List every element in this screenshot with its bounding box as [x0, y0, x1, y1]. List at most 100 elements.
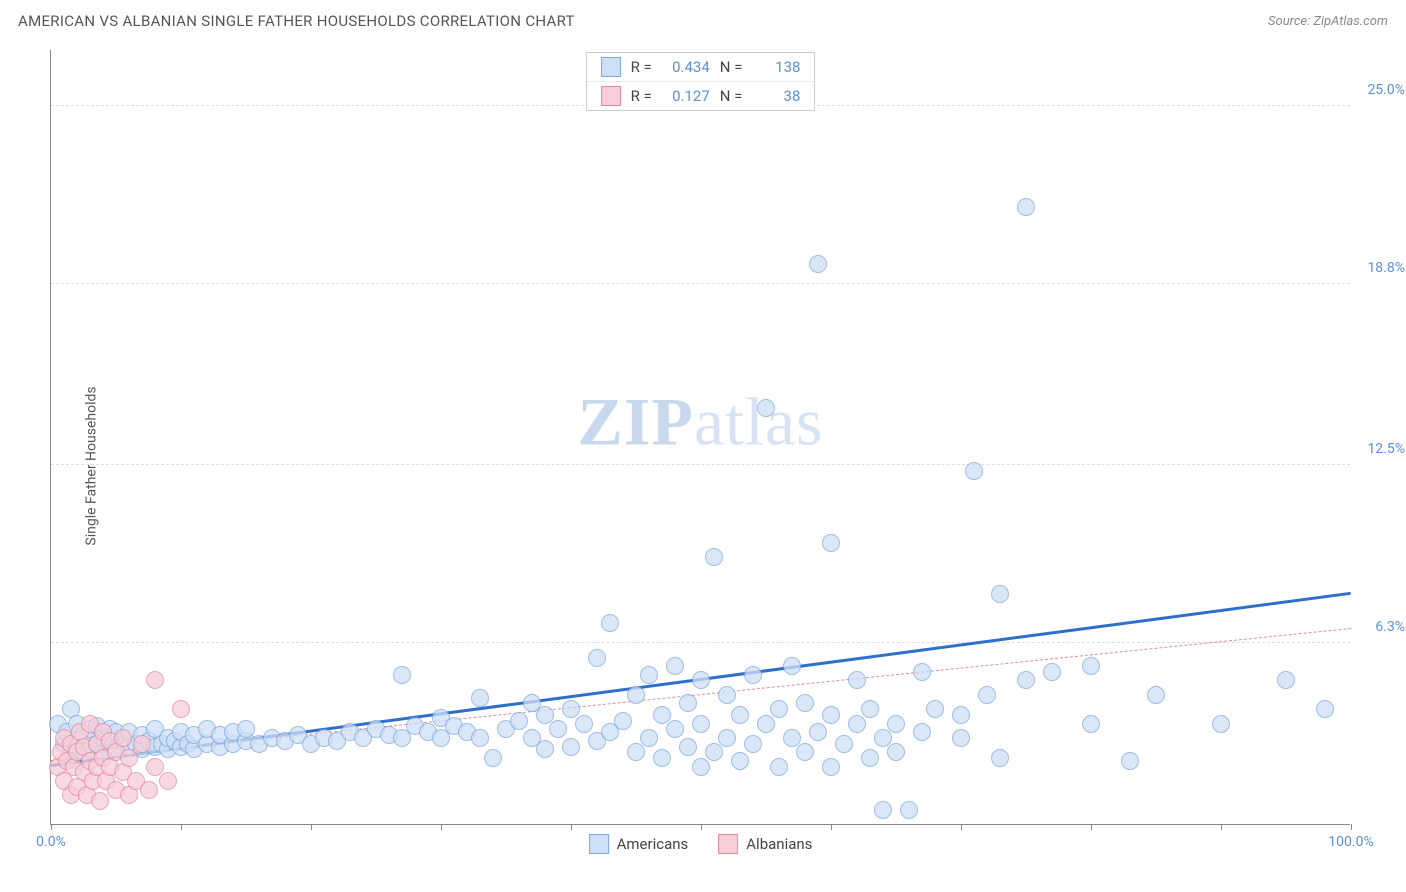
data-point: [796, 694, 814, 712]
plot-area: ZIPatlas R =0.434N =138R =0.127N =38 Ame…: [50, 50, 1350, 825]
legend-n-value: 38: [752, 87, 800, 105]
legend-n-label: N =: [720, 87, 743, 105]
data-point: [588, 649, 606, 667]
data-point: [783, 657, 801, 675]
data-point: [809, 255, 827, 273]
data-point: [159, 772, 177, 790]
data-point: [913, 663, 931, 681]
legend-item: Americans: [589, 834, 689, 854]
data-point: [640, 729, 658, 747]
data-point: [653, 706, 671, 724]
x-tick: [181, 824, 182, 830]
data-point: [692, 671, 710, 689]
correlation-legend: R =0.434N =138R =0.127N =38: [586, 52, 816, 111]
legend-r-value: 0.127: [662, 87, 710, 105]
x-tick: [1091, 824, 1092, 830]
data-point: [575, 715, 593, 733]
data-point: [744, 666, 762, 684]
data-point: [653, 749, 671, 767]
data-point: [731, 706, 749, 724]
data-point: [1147, 686, 1165, 704]
x-tick-label: 100.0%: [1328, 834, 1373, 850]
data-point: [978, 686, 996, 704]
watermark: ZIPatlas: [578, 382, 824, 461]
data-point: [991, 749, 1009, 767]
legend-item: Albanians: [718, 834, 812, 854]
data-point: [133, 735, 151, 753]
x-tick: [1221, 824, 1222, 830]
x-tick: [701, 824, 702, 830]
legend-swatch: [718, 834, 738, 854]
data-point: [549, 720, 567, 738]
data-point: [848, 671, 866, 689]
data-point: [757, 399, 775, 417]
data-point: [822, 758, 840, 776]
data-point: [822, 706, 840, 724]
chart-container: Single Father Households ZIPatlas R =0.4…: [0, 40, 1406, 892]
data-point: [887, 715, 905, 733]
data-point: [393, 666, 411, 684]
y-tick-label: 25.0%: [1367, 82, 1405, 98]
data-point: [1082, 715, 1100, 733]
data-point: [484, 749, 502, 767]
data-point: [692, 715, 710, 733]
data-point: [536, 740, 554, 758]
gridline: [51, 283, 1350, 284]
legend-label: Americans: [617, 835, 689, 853]
legend-row: R = 0.127 N = 38: [587, 81, 815, 110]
legend-n-label: N =: [720, 58, 743, 76]
data-point: [952, 729, 970, 747]
data-point: [952, 706, 970, 724]
data-point: [536, 706, 554, 724]
data-point: [120, 749, 138, 767]
data-point: [601, 614, 619, 632]
data-point: [783, 729, 801, 747]
x-tick: [441, 824, 442, 830]
series-legend: Americans Albanians: [589, 834, 813, 854]
data-point: [874, 729, 892, 747]
data-point: [1212, 715, 1230, 733]
legend-r-label: R =: [631, 58, 652, 76]
legend-swatch: [601, 86, 621, 106]
data-point: [627, 686, 645, 704]
data-point: [1082, 657, 1100, 675]
data-point: [705, 743, 723, 761]
legend-swatch: [601, 57, 621, 77]
data-point: [679, 694, 697, 712]
data-point: [1017, 198, 1035, 216]
data-point: [114, 729, 132, 747]
legend-r-label: R =: [631, 87, 652, 105]
data-point: [822, 534, 840, 552]
data-point: [926, 700, 944, 718]
data-point: [770, 758, 788, 776]
data-point: [887, 743, 905, 761]
data-point: [900, 801, 918, 819]
data-point: [1043, 663, 1061, 681]
data-point: [718, 729, 736, 747]
data-point: [614, 712, 632, 730]
x-tick: [51, 824, 52, 830]
data-point: [861, 700, 879, 718]
y-tick-label: 12.5%: [1367, 441, 1405, 457]
legend-row: R =0.434N =138: [587, 53, 815, 81]
data-point: [146, 671, 164, 689]
data-point: [770, 700, 788, 718]
data-point: [471, 729, 489, 747]
data-point: [627, 743, 645, 761]
data-point: [640, 666, 658, 684]
y-tick-label: 18.8%: [1367, 260, 1405, 276]
data-point: [679, 738, 697, 756]
data-point: [1277, 671, 1295, 689]
legend-label: Albanians: [746, 835, 812, 853]
data-point: [965, 462, 983, 480]
legend-swatch: [589, 834, 609, 854]
data-point: [91, 792, 109, 810]
data-point: [140, 781, 158, 799]
data-point: [562, 738, 580, 756]
data-point: [861, 749, 879, 767]
y-tick-label: 6.3%: [1375, 619, 1405, 635]
data-point: [757, 715, 775, 733]
data-point: [237, 720, 255, 738]
data-point: [809, 723, 827, 741]
data-point: [848, 715, 866, 733]
